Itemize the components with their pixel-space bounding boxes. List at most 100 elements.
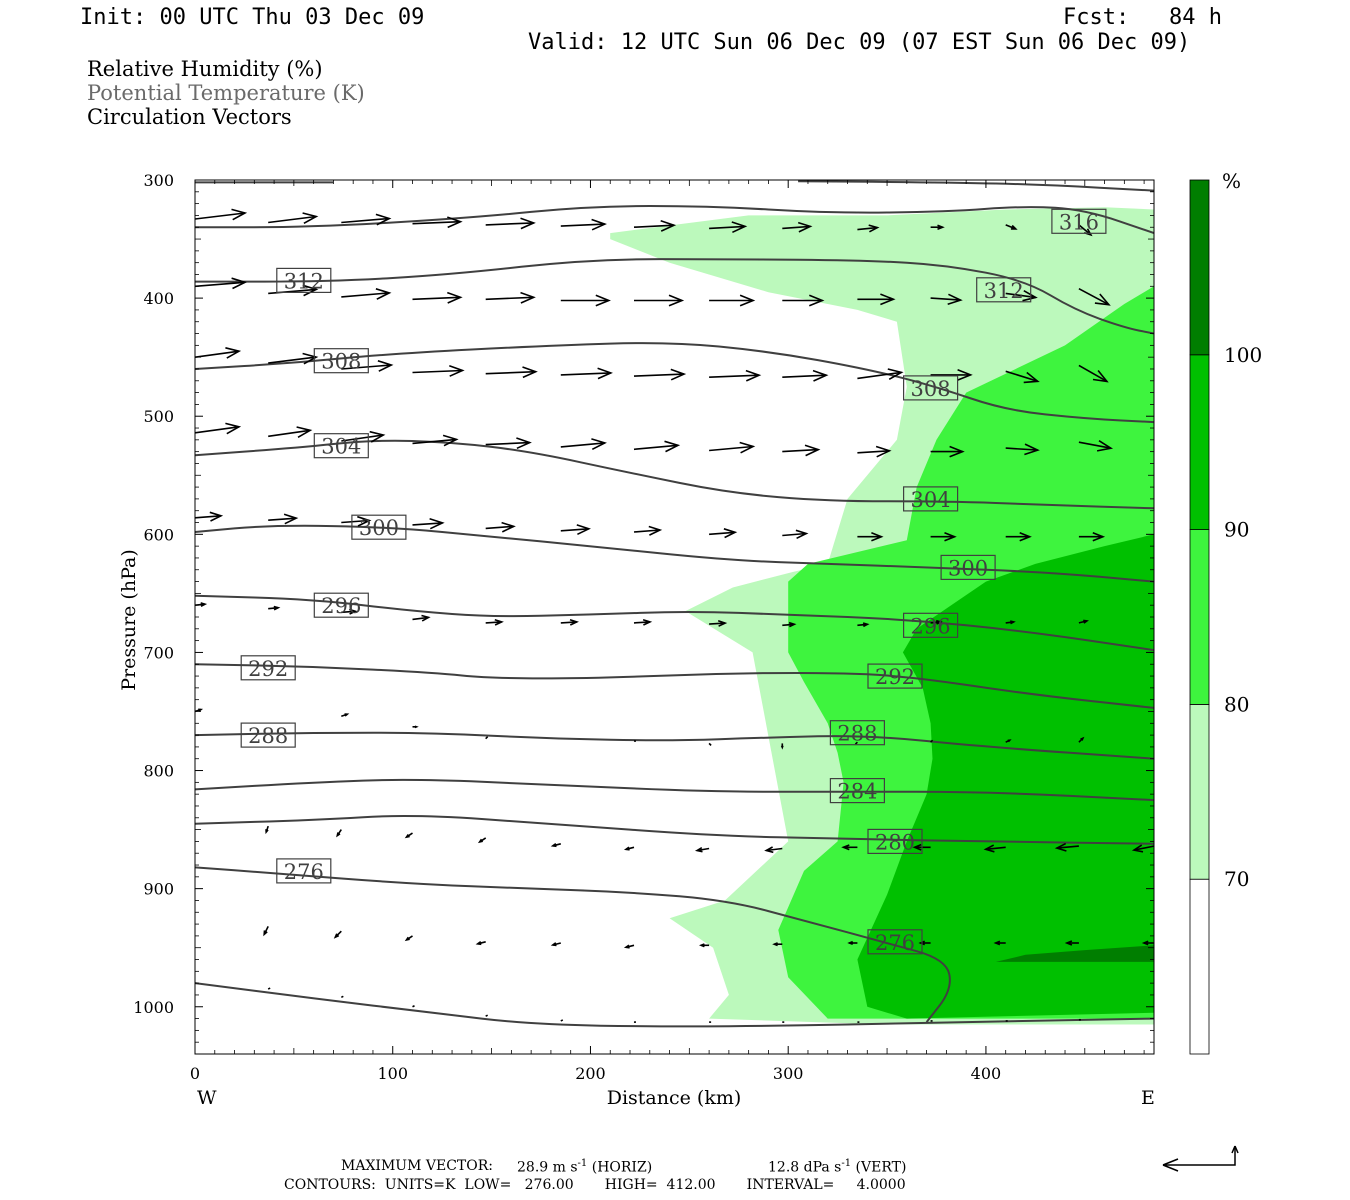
colorbar-level: 80 [1224,692,1249,716]
contour-info: CONTOURS: UNITS=K LOW= 276.00 HIGH= 412.… [284,1177,906,1193]
wind-vector [560,367,613,380]
contour-label: 276 [276,858,332,884]
wind-vector [195,511,224,522]
wind-vector [485,217,536,230]
x-tick: 400 [971,180,1001,1083]
wind-vector [485,521,516,533]
wind-vector [930,293,963,306]
svg-text:276: 276 [875,931,915,955]
wind-vector [195,208,248,221]
svg-text:0: 0 [190,1064,200,1083]
wind-vector [709,620,728,627]
wind-vector [847,940,858,946]
wind-vector [983,844,1006,853]
wind-vector [1005,739,1012,743]
wind-vector [1078,531,1106,542]
wind-vector [993,940,1006,946]
wind-vector [857,622,870,628]
svg-text:280: 280 [875,830,915,854]
wind-vector [633,440,681,453]
svg-text:316: 316 [1059,210,1099,234]
svg-text:292: 292 [248,657,288,681]
colorbar-level: 100 [1224,343,1262,367]
wind-vector [782,444,821,457]
y-axis-title: Pressure (hPa) [118,549,140,691]
wind-vector [634,294,685,307]
contour-label: 280 [867,828,923,854]
contour-label: 300 [351,514,407,540]
wind-vector [268,513,299,525]
wind-vector [633,368,687,381]
wind-vector [560,524,591,536]
wind-vector [195,602,208,608]
svg-text:304: 304 [911,488,951,512]
contour-label: 304 [313,433,369,459]
wind-vector [485,366,538,379]
wind-vector [930,531,957,542]
wind-vector [694,847,710,853]
wind-vector [485,618,504,626]
isentrope-284 [195,778,1154,802]
wind-vector [1005,531,1032,542]
svg-text:300: 300 [143,171,174,190]
wind-vector [1064,940,1079,946]
contour-label: 288 [829,720,886,746]
legend-vectors: Circulation Vectors [87,105,292,129]
wind-vector [341,608,358,615]
wind-vector [341,360,394,372]
wind-vector [341,288,392,300]
wind-vector [412,216,463,229]
wind-vector [709,369,762,382]
axes: 300 400 500 600 700 800 900 1000 0 100 200 300 400 [133,171,1154,1083]
y-tick: 600 [143,525,1154,544]
reference-vector-icon [1162,1145,1239,1172]
humidity-shading [610,207,1154,1025]
wind-vector [782,294,825,307]
colorbar-segment [1189,529,1210,705]
wind-vector [341,430,386,443]
wind-vector [268,605,281,611]
svg-text:276: 276 [284,860,324,884]
wind-vector [1078,440,1114,452]
wind-vector [633,219,677,232]
y-tick: 500 [143,407,1154,426]
contour-label: 312 [276,267,332,293]
x-tick: 100 [377,180,408,1083]
wind-vector [412,614,431,622]
wind-vector [404,832,413,839]
wind-vector [1005,443,1040,456]
isentrope-276 [195,866,951,1023]
wind-vector [709,528,738,539]
wind-vector [195,422,242,435]
contour-labels: 316 312 312 308 308 304 304 300 300 296 296 292 292 2… [240,208,1107,955]
max-vert-vector: 12.8 dPa s-1 (VERT) [768,1158,907,1176]
isentrope-308 [195,342,1154,424]
wind-vector [1131,844,1154,853]
isentrope-304 [195,439,1154,510]
contour-label: 304 [902,486,959,512]
wind-vector [698,943,710,948]
wind-vector [412,291,463,304]
svg-text:284: 284 [837,780,877,804]
east-label: E [1141,1087,1155,1109]
forecast-hour: Fcst: 84 h [1063,5,1222,30]
wind-vector [475,940,486,946]
svg-text:312: 312 [984,279,1024,303]
colorbar-level: 90 [1224,518,1249,542]
svg-text:296: 296 [321,594,361,618]
wind-vector [709,221,748,234]
valid-time: Valid: 12 UTC Sun 06 Dec 09 (07 EST Sun … [528,30,1191,55]
svg-text:900: 900 [143,880,174,899]
wind-vector [268,352,319,365]
wind-vector [1078,287,1111,306]
isentrope-292 [195,663,1154,709]
svg-text:304: 304 [321,435,361,459]
svg-text:296: 296 [911,614,951,638]
wind-vector [930,224,945,230]
y-tick: 400 [143,289,1154,308]
wind-vector [485,291,536,304]
isentrope-288 [195,731,1154,760]
wind-vector [341,713,350,717]
wind-vector [930,445,965,458]
legend-theta: Potential Temperature (K) [87,81,365,105]
